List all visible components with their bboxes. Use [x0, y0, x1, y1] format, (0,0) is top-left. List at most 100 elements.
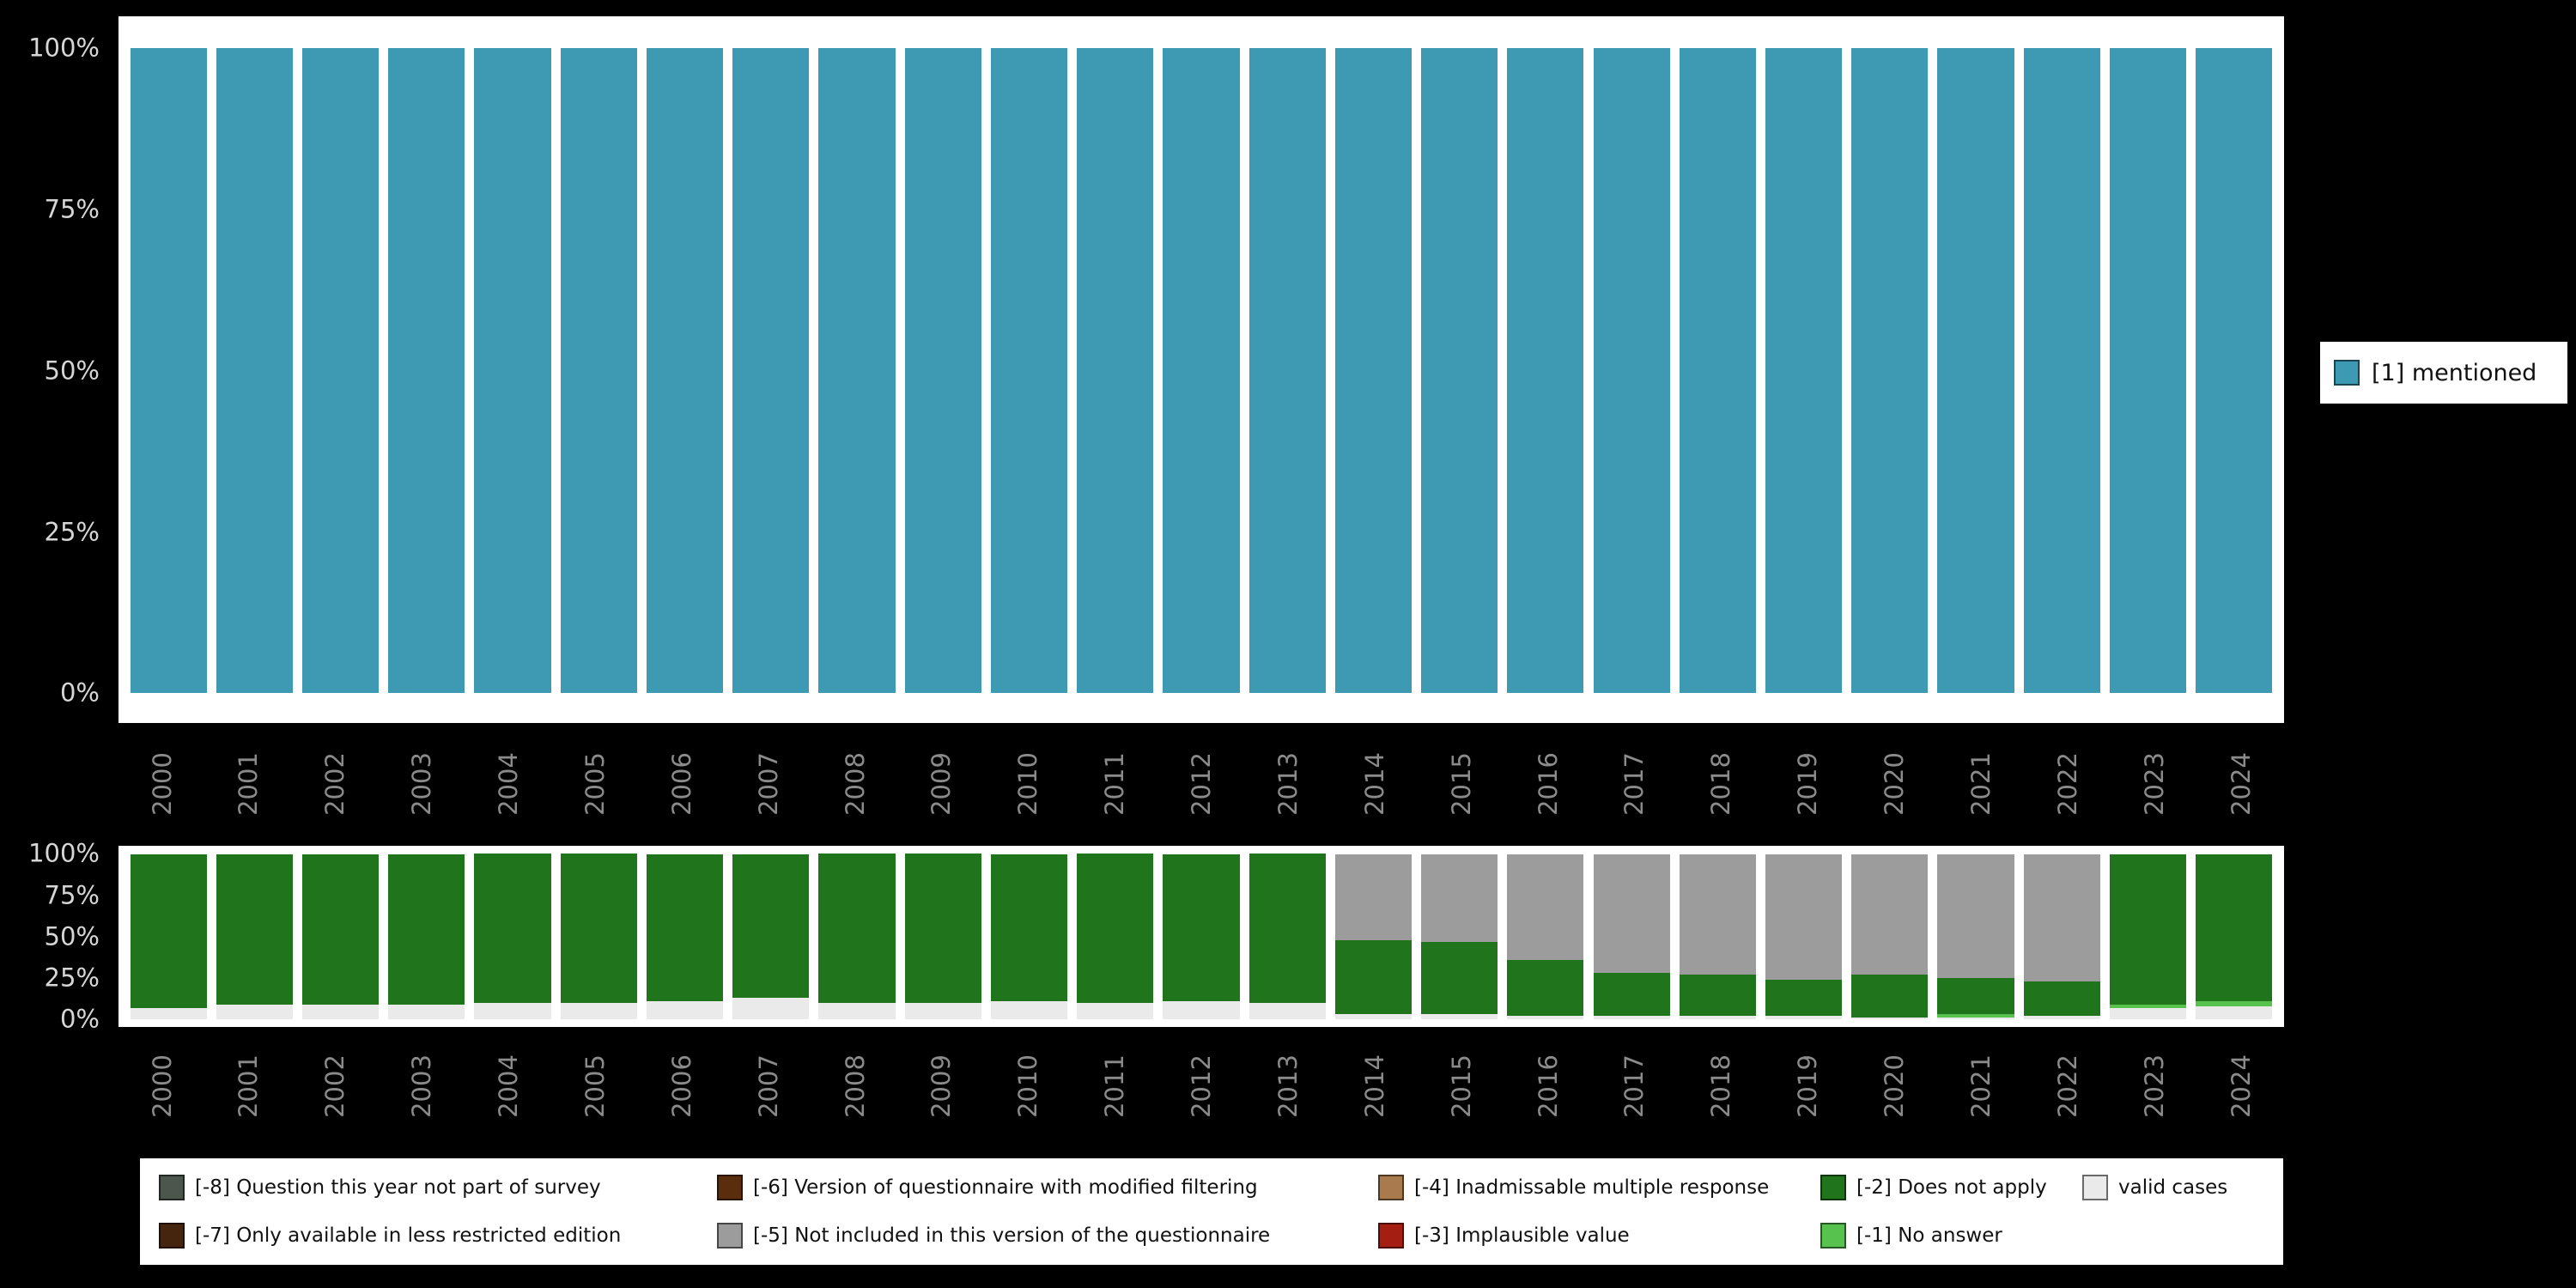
legend-item: [-4] Inadmissable multiple response: [1378, 1175, 1820, 1200]
bar-segment: [560, 1002, 637, 1020]
legend-swatch: [1820, 1223, 1846, 1249]
bar-2012: [1163, 48, 1240, 694]
bar-segment: [2023, 48, 2100, 694]
bar-segment: [1937, 854, 2014, 978]
legend-item: [-6] Version of questionnaire with modif…: [717, 1175, 1378, 1200]
bar-2003: [388, 48, 465, 694]
legend-swatch: [717, 1223, 743, 1249]
bar-segment: [1679, 854, 1756, 975]
bar-segment: [646, 48, 724, 694]
x-tick-label: 2024: [2226, 1054, 2256, 1118]
bar-segment: [2109, 1004, 2187, 1008]
bar-segment: [2023, 1016, 2100, 1020]
bar-slot: [1158, 48, 1244, 694]
legend-item: [-5] Not included in this version of the…: [717, 1223, 1378, 1249]
x-tick: 2016: [1504, 1034, 1591, 1139]
x-tick: 2011: [1072, 732, 1158, 836]
x-tick: 2018: [1678, 732, 1765, 836]
x-tick-label: 2001: [234, 752, 264, 816]
bar-slot: [1933, 854, 2019, 1020]
x-tick: 2003: [379, 1034, 465, 1139]
bar-2000: [130, 48, 207, 694]
bar-segment: [216, 1004, 293, 1020]
x-tick-label: 2014: [1359, 752, 1389, 816]
bar-slot: [2191, 48, 2277, 694]
bar-2021: [1937, 854, 2014, 1020]
bar-2017: [1593, 48, 1670, 694]
missing-values-legend: [-8] Question this year not part of surv…: [140, 1158, 2283, 1265]
x-tick-label: 2019: [1793, 752, 1823, 816]
x-tick-label: 2009: [927, 1054, 957, 1118]
bar-segment: [1765, 979, 1843, 1017]
bar-segment: [818, 854, 896, 1003]
y-tick-label: 0%: [59, 677, 100, 708]
bar-2001: [216, 48, 293, 694]
bar-segment: [1077, 1002, 1154, 1020]
y-tick-label: 25%: [44, 517, 100, 547]
missing-values-chart-y-axis: 100% 75% 50% 25% 0%: [0, 841, 110, 1031]
bar-segment: [388, 854, 465, 1005]
bar-segment: [1765, 854, 1843, 980]
x-tick: 2014: [1331, 732, 1418, 836]
x-tick-label: 2007: [753, 752, 783, 816]
bar-slot: [384, 854, 470, 1020]
bar-segment: [904, 1002, 981, 1020]
x-tick-label: 2017: [1619, 752, 1649, 816]
x-tick: 2018: [1678, 1034, 1765, 1139]
bar-segment: [474, 1002, 551, 1020]
x-tick: 2022: [2024, 732, 2111, 836]
bar-segment: [1507, 959, 1584, 1017]
bar-slot: [2105, 854, 2190, 1020]
x-tick: 2002: [292, 1034, 379, 1139]
x-tick: 2002: [292, 732, 379, 836]
bar-segment: [1937, 978, 2014, 1015]
x-tick: 2023: [2111, 732, 2197, 836]
bar-2017: [1593, 854, 1670, 1020]
x-tick-label: 2011: [1100, 752, 1130, 816]
legend-item: [-2] Does not apply: [1820, 1175, 2082, 1200]
x-tick: 2015: [1418, 732, 1504, 836]
bar-segment: [216, 854, 293, 1005]
bar-segment: [1421, 48, 1498, 694]
bar-segment: [2023, 981, 2100, 1017]
bar-slot: [211, 854, 297, 1020]
bar-2009: [904, 48, 981, 694]
bar-segment: [1851, 48, 1929, 694]
mentions-chart-y-axis: 100% 75% 50% 25% 0%: [0, 16, 110, 723]
x-tick: 2006: [638, 732, 725, 836]
bar-2016: [1507, 48, 1584, 694]
bar-slot: [1674, 854, 1760, 1020]
bar-2007: [732, 854, 810, 1020]
bar-segment: [1679, 975, 1756, 1017]
bar-2010: [990, 854, 1068, 1020]
bar-2008: [818, 48, 896, 694]
bar-2011: [1077, 854, 1154, 1020]
x-tick: 2014: [1331, 1034, 1418, 1139]
legend-item: [-7] Only available in less restricted e…: [159, 1223, 717, 1249]
bar-segment: [818, 48, 896, 694]
bar-segment: [560, 48, 637, 694]
x-tick-label: 2013: [1273, 752, 1303, 816]
legend-item: [-8] Question this year not part of surv…: [159, 1175, 717, 1200]
x-tick: 2005: [551, 1034, 638, 1139]
bar-slot: [1674, 48, 1760, 694]
bar-segment: [904, 854, 981, 1003]
bar-2000: [130, 854, 207, 1020]
legend-label: [-3] Implausible value: [1414, 1224, 1630, 1247]
legend-label: [-4] Inadmissable multiple response: [1414, 1176, 1770, 1199]
bar-segment: [732, 48, 810, 694]
x-tick: 2020: [1851, 1034, 1938, 1139]
bars-area: [125, 48, 2277, 694]
x-tick: 2019: [1765, 732, 1851, 836]
bar-slot: [1847, 48, 1933, 694]
missing-values-chart-panel: [118, 846, 2284, 1027]
bar-2020: [1851, 48, 1929, 694]
bar-2019: [1765, 854, 1843, 1020]
x-tick-label: 2023: [2139, 752, 2169, 816]
x-tick-label: 2022: [2052, 752, 2082, 816]
x-tick-label: 2012: [1186, 752, 1216, 816]
mentioned-legend-swatch: [2334, 360, 2360, 386]
bar-segment: [1937, 1014, 2014, 1018]
bar-segment: [1937, 1018, 2014, 1020]
